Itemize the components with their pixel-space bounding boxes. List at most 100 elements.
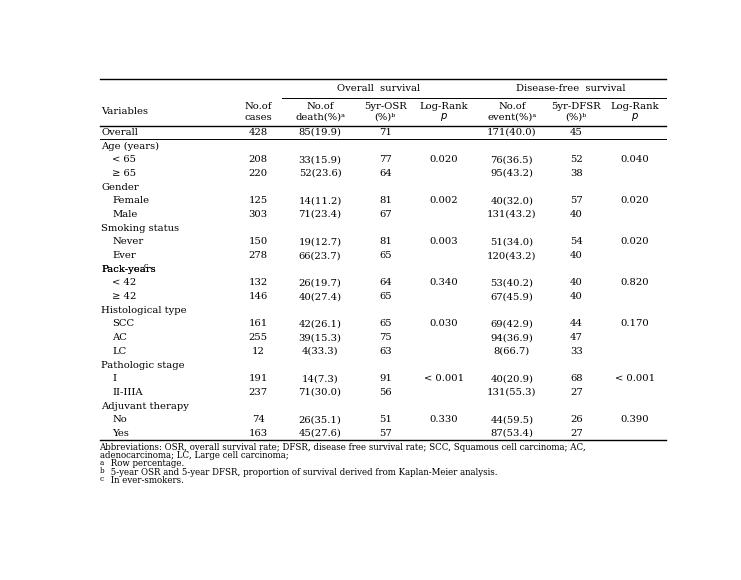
Text: No.of: No.of [498, 102, 525, 111]
Text: Pathologic stage: Pathologic stage [102, 361, 185, 369]
Text: 303: 303 [249, 210, 268, 219]
Text: Pack-years: Pack-years [102, 264, 156, 274]
Text: I: I [112, 374, 116, 383]
Text: 45: 45 [570, 128, 582, 137]
Text: 0.020: 0.020 [620, 196, 649, 205]
Text: Adjuvant therapy: Adjuvant therapy [102, 401, 189, 411]
Text: 85(19.9): 85(19.9) [299, 128, 342, 137]
Text: 40: 40 [570, 251, 582, 260]
Text: 0.020: 0.020 [620, 237, 649, 246]
Text: < 0.001: < 0.001 [424, 374, 464, 383]
Text: Disease-free  survival: Disease-free survival [516, 84, 625, 93]
Text: 71(30.0): 71(30.0) [299, 388, 342, 397]
Text: 0.002: 0.002 [430, 196, 458, 205]
Text: SCC: SCC [112, 320, 134, 328]
Text: 0.020: 0.020 [430, 155, 458, 164]
Text: II-IIIA: II-IIIA [112, 388, 143, 397]
Text: 81: 81 [379, 196, 392, 205]
Text: 66(23.7): 66(23.7) [299, 251, 342, 260]
Text: Male: Male [112, 210, 138, 219]
Text: 51: 51 [379, 415, 392, 424]
Text: 0.040: 0.040 [620, 155, 649, 164]
Text: 52(23.6): 52(23.6) [299, 169, 342, 178]
Text: 161: 161 [248, 320, 268, 328]
Text: 0.003: 0.003 [430, 237, 458, 246]
Text: 67(45.9): 67(45.9) [491, 292, 534, 301]
Text: 65: 65 [379, 251, 392, 260]
Text: 39(15.3): 39(15.3) [299, 333, 342, 342]
Text: 8(66.7): 8(66.7) [494, 347, 530, 356]
Text: No.of: No.of [306, 102, 334, 111]
Text: 65: 65 [379, 292, 392, 301]
Text: 40: 40 [570, 292, 582, 301]
Text: 68: 68 [570, 374, 582, 383]
Text: 26(19.7): 26(19.7) [299, 278, 342, 288]
Text: b: b [99, 467, 104, 475]
Text: event(%)ᵃ: event(%)ᵃ [487, 113, 536, 122]
Text: 26: 26 [570, 415, 582, 424]
Text: 120(43.2): 120(43.2) [487, 251, 536, 260]
Text: Variables: Variables [102, 107, 148, 117]
Text: Overall: Overall [102, 128, 138, 137]
Text: LC: LC [112, 347, 127, 356]
Text: 71: 71 [379, 128, 392, 137]
Text: 0.390: 0.390 [620, 415, 649, 424]
Text: Smoking status: Smoking status [102, 224, 179, 233]
Text: < 42: < 42 [112, 278, 136, 288]
Text: No: No [112, 415, 127, 424]
Text: 57: 57 [379, 429, 392, 438]
Text: 5-year OSR and 5-year DFSR, proportion of survival derived from Kaplan-Meier ana: 5-year OSR and 5-year DFSR, proportion o… [107, 467, 497, 477]
Text: 27: 27 [570, 429, 582, 438]
Text: 40: 40 [570, 210, 582, 219]
Text: 0.340: 0.340 [430, 278, 458, 288]
Text: (%)ᵇ: (%)ᵇ [565, 113, 587, 122]
Text: 53(40.2): 53(40.2) [491, 278, 534, 288]
Text: 191: 191 [248, 374, 268, 383]
Text: 33(15.9): 33(15.9) [299, 155, 342, 164]
Text: c: c [144, 262, 148, 270]
Text: 208: 208 [249, 155, 268, 164]
Text: 40(32.0): 40(32.0) [491, 196, 534, 205]
Text: 94(36.9): 94(36.9) [491, 333, 534, 342]
Text: 54: 54 [570, 237, 582, 246]
Text: 171(40.0): 171(40.0) [487, 128, 536, 137]
Text: 52: 52 [570, 155, 582, 164]
Text: Log-Rank: Log-Rank [611, 102, 659, 111]
Text: ≥ 65: ≥ 65 [112, 169, 136, 178]
Text: $\it{p}$: $\it{p}$ [440, 111, 448, 124]
Text: 150: 150 [248, 237, 268, 246]
Text: AC: AC [112, 333, 127, 342]
Text: 57: 57 [570, 196, 582, 205]
Text: 47: 47 [570, 333, 582, 342]
Text: 125: 125 [248, 196, 268, 205]
Text: 44: 44 [570, 320, 583, 328]
Text: Age (years): Age (years) [102, 142, 159, 151]
Text: 65: 65 [379, 320, 392, 328]
Text: 64: 64 [379, 169, 392, 178]
Text: 42(26.1): 42(26.1) [299, 320, 342, 328]
Text: 14(7.3): 14(7.3) [302, 374, 339, 383]
Text: adenocarcinoma; LC, Large cell carcinoma;: adenocarcinoma; LC, Large cell carcinoma… [99, 451, 288, 460]
Text: (%)ᵇ: (%)ᵇ [375, 113, 396, 122]
Text: 81: 81 [379, 237, 392, 246]
Text: 255: 255 [249, 333, 268, 342]
Text: 278: 278 [249, 251, 268, 260]
Text: $\it{p}$: $\it{p}$ [631, 111, 639, 124]
Text: 12: 12 [252, 347, 265, 356]
Text: a: a [99, 459, 104, 467]
Text: Histological type: Histological type [102, 306, 187, 315]
Text: Overall  survival: Overall survival [337, 84, 420, 93]
Text: 428: 428 [248, 128, 268, 137]
Text: < 65: < 65 [112, 155, 136, 164]
Text: 63: 63 [379, 347, 392, 356]
Text: Abbreviations: OSR, overall survival rate; DFSR, disease free survival rate; SCC: Abbreviations: OSR, overall survival rat… [99, 443, 586, 452]
Text: death(%)ᵃ: death(%)ᵃ [295, 113, 345, 122]
Text: 64: 64 [379, 278, 392, 288]
Text: 71(23.4): 71(23.4) [299, 210, 342, 219]
Text: 76(36.5): 76(36.5) [491, 155, 533, 164]
Text: 87(53.4): 87(53.4) [491, 429, 534, 438]
Text: < 0.001: < 0.001 [615, 374, 655, 383]
Text: 77: 77 [379, 155, 392, 164]
Text: Pack-years: Pack-years [102, 264, 156, 274]
Text: 220: 220 [249, 169, 268, 178]
